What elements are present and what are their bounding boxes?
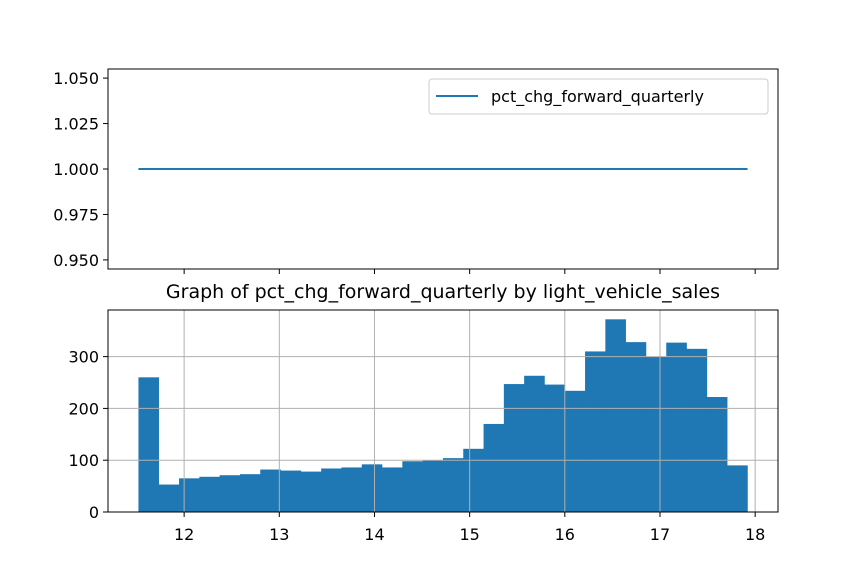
bars: [138, 319, 748, 512]
x-tick-label: 14: [364, 525, 384, 544]
y-tick-label: 1.025: [53, 115, 99, 134]
histogram-bar: [463, 448, 484, 512]
histogram-bar: [341, 467, 363, 512]
histogram-bar: [666, 342, 687, 512]
y-tick-label: 1.000: [53, 160, 99, 179]
histogram-bar: [585, 351, 606, 512]
x-tick-label: 13: [269, 525, 289, 544]
histogram-bar: [706, 397, 728, 512]
histogram-bar: [625, 342, 647, 512]
histogram-bar: [219, 475, 241, 512]
histogram-bar: [158, 484, 180, 512]
histogram-bar: [442, 458, 464, 512]
legend-box: [428, 78, 769, 115]
histogram-bar: [239, 474, 261, 512]
histogram-bar: [686, 348, 708, 512]
histogram-bar: [524, 375, 545, 512]
histogram-bar: [138, 377, 160, 512]
y-tick-label: 0.950: [53, 251, 99, 270]
histogram-title: Graph of pct_chg_forward_quarterly by li…: [166, 281, 720, 303]
legend-label: pct_chg_forward_quarterly: [491, 87, 704, 107]
y-tick-label: 0.975: [53, 205, 99, 224]
histogram-bar: [280, 470, 302, 512]
histogram-bar: [605, 319, 626, 512]
bottom-histogram: 12 13 14 15 16 17 18 0 100 200 300: [68, 309, 779, 544]
legend: pct_chg_forward_quarterly: [428, 78, 769, 115]
y-tick-label: 1.050: [53, 69, 99, 88]
histogram-bar: [382, 467, 403, 512]
y-tick-label: 300: [68, 348, 99, 367]
x-tick-label: 17: [650, 525, 670, 544]
axes-frame: [107, 309, 779, 513]
histogram-bar: [544, 384, 566, 512]
y-tick-label: 200: [68, 399, 99, 418]
y-tick-label: 100: [68, 451, 99, 470]
histogram-bar: [483, 423, 505, 512]
x-tick-label: 12: [174, 525, 194, 544]
x-tick-label: 18: [745, 525, 765, 544]
histogram-bar: [199, 476, 220, 512]
histogram-bar: [645, 356, 667, 512]
histogram-bar: [300, 471, 322, 512]
histogram-bar: [422, 460, 444, 512]
top-line-plot: 0.950 0.975 1.000 1.025 1.050 pct_chg_forward…: [53, 68, 779, 274]
histogram-bar: [260, 469, 281, 512]
histogram-bar: [179, 478, 200, 512]
histogram-bar: [564, 390, 586, 512]
histogram-bar: [402, 461, 423, 512]
y-tick-label: 0: [89, 503, 99, 522]
axes-frame: [107, 68, 779, 270]
histogram-bar: [361, 464, 383, 512]
histogram-bar: [321, 468, 342, 512]
x-tick-label: 16: [555, 525, 575, 544]
histogram-bar: [727, 465, 748, 512]
histogram-bar: [503, 384, 525, 512]
x-tick-label: 15: [459, 525, 479, 544]
